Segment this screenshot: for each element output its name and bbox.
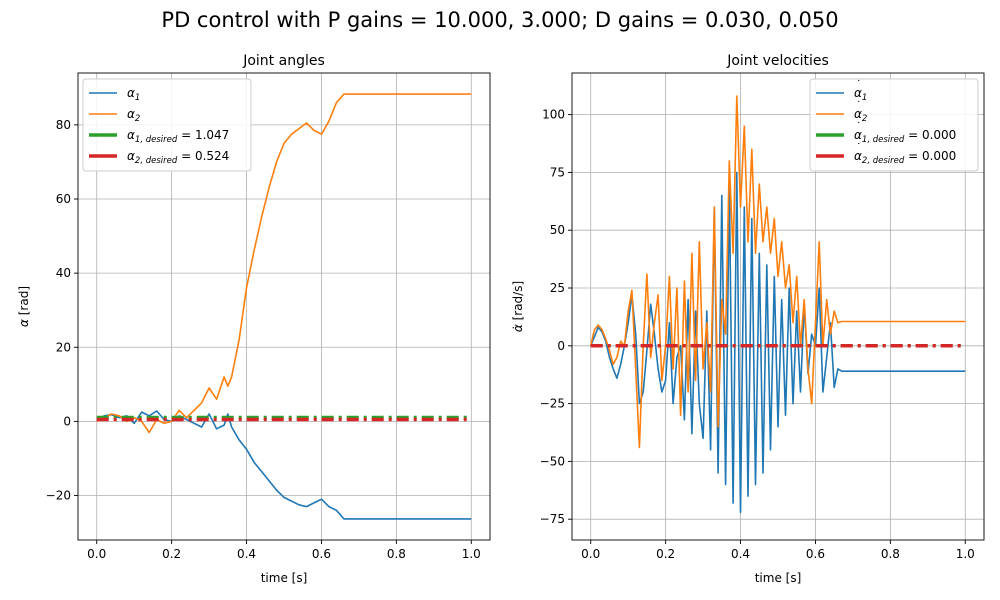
legend-label-1: α1	[854, 86, 867, 103]
x-tick-label: 0.0	[87, 547, 106, 561]
legend-dot-accent: ˙	[856, 120, 862, 133]
series-line-1	[96, 410, 472, 520]
y-tick-label: 75	[550, 165, 565, 179]
legend-subscript: 2	[862, 114, 867, 124]
legend-label-3: α1, desired = 0.000	[854, 128, 956, 145]
panel-title: Joint angles	[242, 53, 325, 69]
y-tick-label: 60	[56, 192, 71, 206]
legend-symbol: α	[854, 128, 862, 142]
y-tick-label: −20	[46, 489, 71, 503]
y-tick-label: −75	[540, 512, 565, 526]
legend-subscript: 1	[862, 93, 867, 103]
y-tick-label: 80	[56, 118, 71, 132]
legend-symbol: α	[127, 128, 135, 142]
figure-suptitle: PD control with P gains = 10.000, 3.000;…	[161, 8, 839, 32]
legend-subscript: 1, desired	[135, 135, 178, 145]
legend-label-2: α2	[854, 107, 867, 124]
legend-label-1: α1	[127, 86, 140, 103]
legend-box	[809, 78, 979, 172]
y-axis-label-symbol: α̇	[511, 320, 525, 332]
x-tick-label: 0.4	[237, 547, 256, 561]
legend-subscript: 1, desired	[862, 135, 905, 145]
legend-box	[82, 78, 252, 172]
y-tick-label: −25	[540, 397, 565, 411]
legend-value: = 1.047	[177, 128, 229, 142]
x-tick-label: 0.8	[881, 547, 900, 561]
x-tick-label: 0.8	[387, 547, 406, 561]
legend-symbol: α	[854, 86, 862, 100]
series-line-2	[589, 95, 966, 449]
x-axis-label: time [s]	[261, 571, 308, 585]
y-tick-label: 50	[550, 223, 565, 237]
x-tick-label: 0.6	[806, 547, 825, 561]
series-line-2	[96, 93, 472, 434]
legend-symbol: α	[127, 107, 135, 121]
y-axis-label-symbol: α	[17, 315, 31, 327]
legend-value: = 0.524	[177, 149, 229, 163]
legend-value: = 0.000	[904, 128, 956, 142]
series-line-1	[589, 171, 966, 514]
y-tick-label: 100	[542, 108, 565, 122]
legend-symbol: α	[854, 149, 862, 163]
legend-dot-accent: ˙	[856, 99, 862, 112]
y-tick-label: 20	[56, 340, 71, 354]
y-axis-label: α [rad]	[17, 286, 31, 327]
axes-frame	[571, 72, 985, 541]
legend-label-4: α2, desired = 0.524	[127, 149, 229, 166]
y-tick-label: −50	[540, 454, 565, 468]
y-axis-label-unit: [rad/s]	[511, 281, 525, 321]
legend-symbol: α	[127, 149, 135, 163]
x-tick-label: 0.6	[312, 547, 331, 561]
x-tick-label: 0.2	[656, 547, 675, 561]
legend-label-4: α2, desired = 0.000	[854, 149, 956, 166]
legend-symbol: α	[127, 86, 135, 100]
x-tick-label: 0.2	[162, 547, 181, 561]
joint-velocities-panel: 0.0 0.2 0.4 0.6 0.8 1.0 −75 −50 −25 0 25 50 75 100 Joi…	[511, 53, 985, 585]
legend-dot-accent: ˙	[856, 78, 862, 91]
x-tick-label: 1.0	[956, 547, 975, 561]
y-tick-label: 40	[56, 266, 71, 280]
y-tick-label: 0	[63, 414, 71, 428]
legend-label-2: α2	[127, 107, 140, 124]
joint-angles-panel: 0.0 0.2 0.4 0.6 0.8 1.0 −20 0 20 40 60 80 Joint angl…	[17, 53, 491, 585]
y-axis-label-unit: [rad]	[17, 286, 31, 315]
axes-frame	[77, 72, 491, 541]
y-tick-label: 0	[557, 339, 565, 353]
x-tick-label: 1.0	[462, 547, 481, 561]
legend-symbol: α	[854, 107, 862, 121]
legend-subscript: 2, desired	[862, 156, 905, 166]
legend-value: = 0.000	[904, 149, 956, 163]
y-tick-label: 25	[550, 281, 565, 295]
x-tick-label: 0.4	[731, 547, 750, 561]
legend-dot-accent: ˙	[856, 141, 862, 154]
legend-subscript: 1	[135, 93, 140, 103]
panel-title: Joint velocities	[726, 53, 829, 69]
x-tick-label: 0.0	[581, 547, 600, 561]
y-axis-label: α̇ [rad/s]	[511, 281, 525, 332]
legend-subscript: 2	[135, 114, 140, 124]
x-axis-label: time [s]	[755, 571, 802, 585]
legend-label-3: α1, desired = 1.047	[127, 128, 229, 145]
legend-subscript: 2, desired	[135, 156, 178, 166]
